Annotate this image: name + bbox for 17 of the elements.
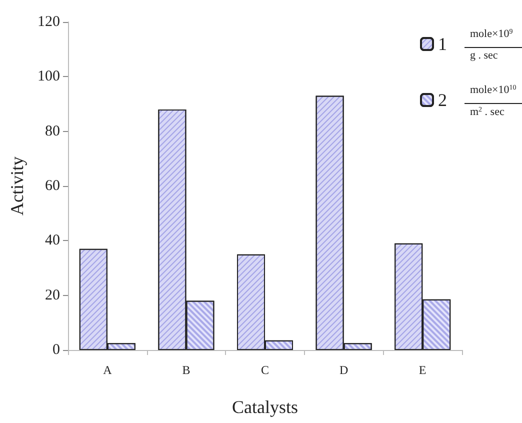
y-tick-label: 0	[52, 342, 60, 358]
legend-label: 1	[438, 34, 447, 54]
legend-label: 2	[438, 90, 447, 110]
y-tick-label: 20	[45, 287, 60, 304]
x-tick-label: C	[260, 363, 270, 377]
x-axis-title: Catalysts	[232, 397, 298, 417]
x-tick-label: E	[418, 363, 426, 377]
x-tick-label: D	[339, 363, 348, 377]
x-tick-label: A	[103, 363, 112, 377]
text: g . sec	[470, 50, 498, 62]
y-tick-label: 120	[38, 14, 60, 30]
y-tick-label: 60	[45, 178, 60, 194]
y-tick-label: 40	[45, 232, 60, 249]
y-axis-title: Activity	[7, 156, 27, 216]
y-tick-label: 80	[45, 123, 60, 140]
y-tick-label: 100	[38, 68, 60, 85]
x-tick-label: B	[182, 363, 190, 377]
